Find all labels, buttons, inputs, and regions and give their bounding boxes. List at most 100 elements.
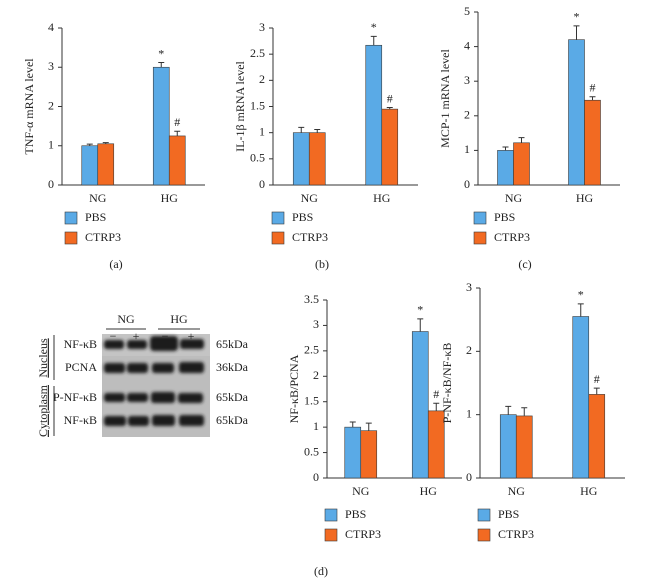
x-tick-label: HG xyxy=(373,191,391,205)
legend-swatch xyxy=(271,231,285,245)
y-tick-label: 2.5 xyxy=(250,46,265,60)
blot-lane-label: − xyxy=(162,329,169,343)
error-bar xyxy=(518,137,525,143)
y-tick-label: 2 xyxy=(313,368,319,382)
error-bar xyxy=(589,96,596,101)
error-bar xyxy=(174,130,181,136)
y-tick-label: 2 xyxy=(48,98,54,112)
legend-label: PBS xyxy=(85,210,106,224)
y-tick-label: 1 xyxy=(464,142,470,156)
bar xyxy=(292,132,310,186)
x-tick-label: NG xyxy=(301,191,319,205)
bar xyxy=(152,66,170,186)
blot-group-label: HG xyxy=(170,312,188,326)
y-tick-label: 2.5 xyxy=(304,343,319,357)
blot-section-label: Cytoplasm xyxy=(36,384,50,437)
y-axis-label: NF-κB/PCNA xyxy=(287,354,301,423)
x-tick-label: HG xyxy=(420,484,438,498)
bar xyxy=(584,99,601,186)
y-tick-label: 4 xyxy=(48,20,54,34)
legend-swatch xyxy=(64,231,78,245)
bar xyxy=(360,430,378,479)
bar xyxy=(81,145,99,186)
x-tick-label: HG xyxy=(580,484,598,498)
y-tick-label: 3 xyxy=(259,20,265,34)
error-bar xyxy=(349,421,356,428)
panel-label: (d) xyxy=(314,564,328,578)
legend-swatch xyxy=(473,231,487,245)
y-tick-label: 0 xyxy=(466,470,472,484)
legend-swatch xyxy=(271,211,285,225)
error-bar xyxy=(593,387,600,395)
y-tick-label: 2 xyxy=(466,343,472,357)
y-tick-label: 0 xyxy=(259,177,265,191)
y-tick-label: 3.5 xyxy=(304,292,319,306)
bar xyxy=(308,132,326,186)
significance-mark: # xyxy=(387,91,393,105)
y-tick-label: 0.5 xyxy=(250,151,265,165)
significance-mark: # xyxy=(174,115,180,129)
y-tick-label: 3 xyxy=(464,73,470,87)
x-tick-label: HG xyxy=(576,191,594,205)
y-tick-label: 1 xyxy=(466,406,472,420)
blot-group-label: NG xyxy=(117,312,135,326)
legend-swatch xyxy=(324,528,338,542)
error-bar xyxy=(102,142,109,144)
error-bar xyxy=(417,318,424,332)
y-tick-label: 1 xyxy=(313,419,319,433)
blot-protein-label: P-NF-κB xyxy=(53,390,97,404)
panel-label: (b) xyxy=(315,257,329,271)
significance-mark: * xyxy=(578,288,584,302)
error-bar xyxy=(298,126,305,133)
y-tick-label: 1.5 xyxy=(250,98,265,112)
bar xyxy=(513,142,530,186)
x-tick-label: NG xyxy=(505,191,523,205)
significance-mark: # xyxy=(590,81,596,95)
y-tick-label: 0.5 xyxy=(304,444,319,458)
blot-size-label: 36kDa xyxy=(216,360,249,374)
y-tick-label: 3 xyxy=(313,317,319,331)
blot-size-label: 65kDa xyxy=(216,390,249,404)
error-bar xyxy=(573,25,580,40)
legend-label: CTRP3 xyxy=(494,230,530,244)
legend-swatch xyxy=(477,528,491,542)
y-tick-label: 1 xyxy=(259,124,265,138)
y-axis-label: IL-1β mRNA level xyxy=(233,60,247,151)
blot-protein-label: NF-κB xyxy=(64,413,97,427)
significance-mark: * xyxy=(417,303,423,317)
error-bar xyxy=(502,146,509,151)
error-bar xyxy=(158,62,165,68)
bar xyxy=(381,108,399,186)
y-tick-label: 1.5 xyxy=(304,393,319,407)
y-axis-label: P-NF-κB/NF-κB xyxy=(440,343,454,424)
error-bar xyxy=(505,405,512,415)
legend-label: CTRP3 xyxy=(85,230,121,244)
bar xyxy=(168,135,186,186)
legend-label: PBS xyxy=(292,210,313,224)
x-tick-label: NG xyxy=(352,484,370,498)
error-bar xyxy=(86,143,93,146)
legend-swatch xyxy=(477,508,491,522)
y-tick-label: 3 xyxy=(466,280,472,294)
y-tick-label: 0 xyxy=(464,177,470,191)
significance-mark: # xyxy=(594,372,600,386)
blot-size-label: 65kDa xyxy=(216,337,249,351)
blot-section-label: Nucleus xyxy=(36,338,50,378)
error-bar xyxy=(577,303,584,317)
legend-swatch xyxy=(64,211,78,225)
bar xyxy=(499,414,517,479)
error-bar xyxy=(433,402,440,411)
bar xyxy=(411,331,429,479)
blot-lane-label: + xyxy=(188,329,195,343)
blot-size-label: 65kDa xyxy=(216,413,249,427)
x-tick-label: NG xyxy=(89,191,107,205)
error-bar xyxy=(370,35,377,46)
legend-swatch xyxy=(324,508,338,522)
bar xyxy=(572,316,590,479)
error-bar xyxy=(314,129,321,133)
legend-label: CTRP3 xyxy=(345,527,381,541)
error-bar xyxy=(521,407,528,416)
bar xyxy=(588,394,606,479)
bar xyxy=(365,44,383,186)
